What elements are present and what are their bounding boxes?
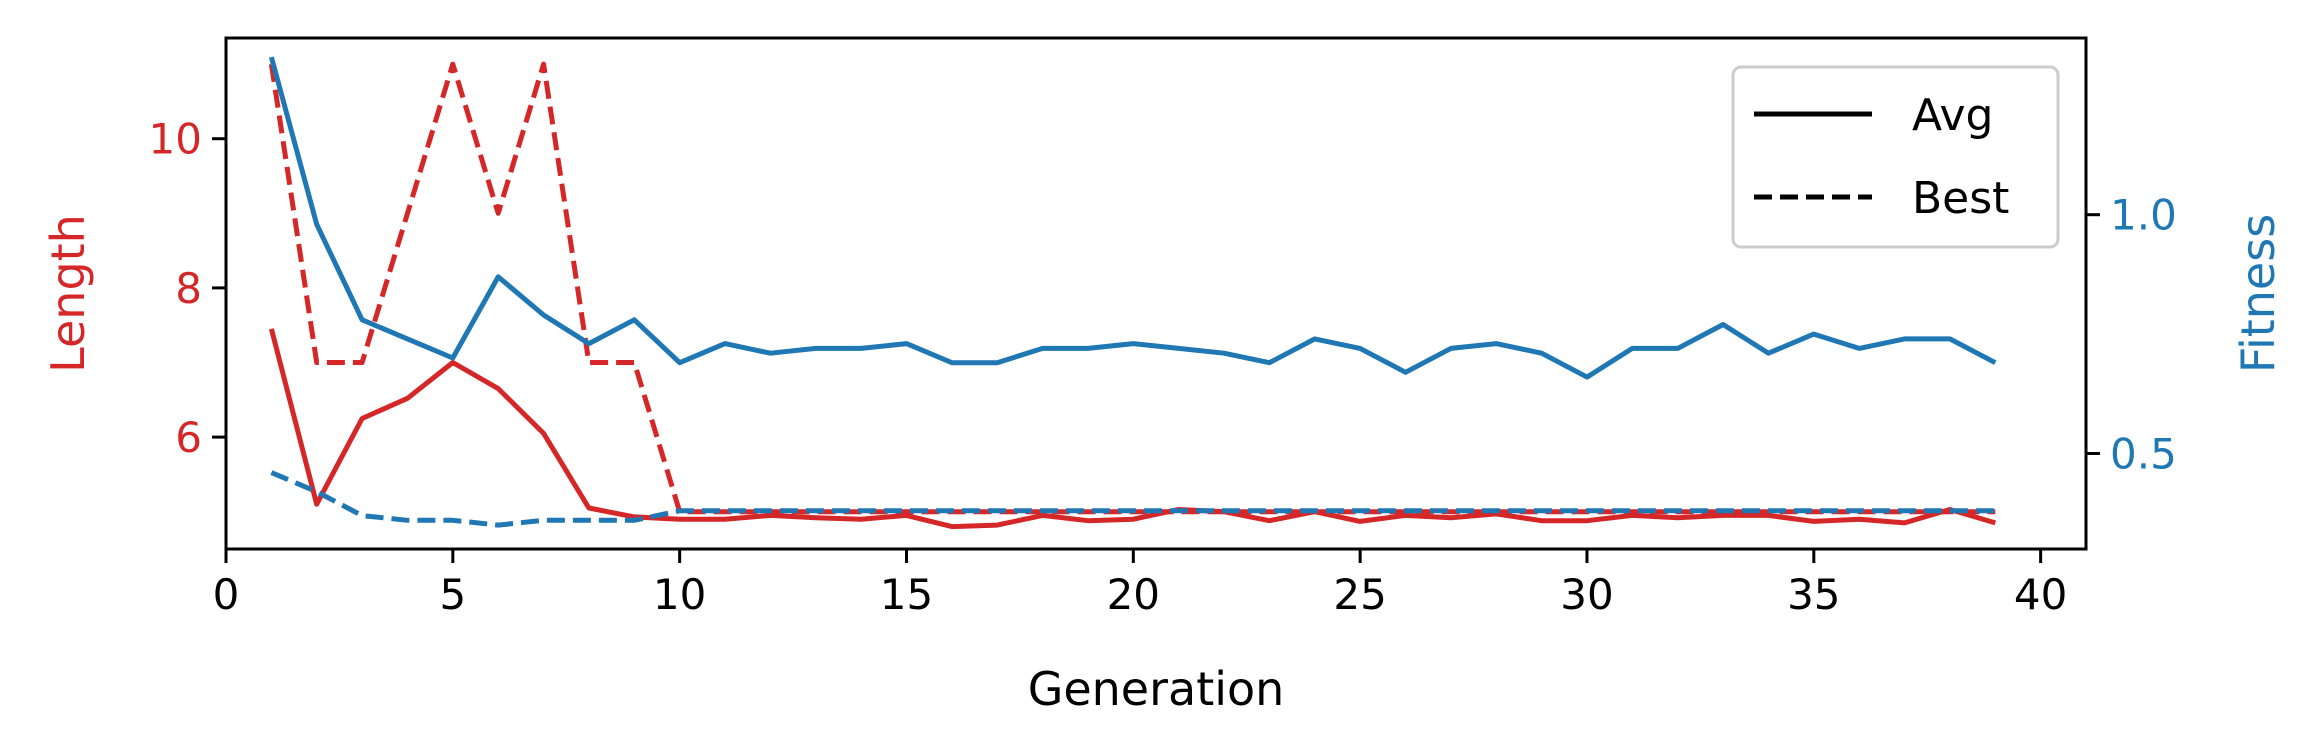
- x-tick-label: 15: [880, 570, 933, 619]
- legend-label-best: Best: [1912, 173, 2009, 224]
- y-tick-label-left: 6: [175, 413, 202, 462]
- y-tick-label-left: 8: [175, 264, 202, 313]
- x-tick-label: 10: [653, 570, 706, 619]
- series-line-length-avg: [268, 328, 1997, 530]
- x-tick-label: 0: [213, 570, 240, 619]
- y-tick-label-left: 10: [149, 115, 202, 164]
- plot-frame: [224, 36, 2088, 551]
- x-tick-label: 30: [1560, 570, 1613, 619]
- y-tick-label-right: 1.0: [2110, 191, 2177, 240]
- x-tick-label: 35: [1787, 570, 1840, 619]
- x-axis-label: Generation: [1028, 662, 1285, 716]
- y-tick-label-right: 0.5: [2110, 429, 2177, 478]
- y-axis-label-right: Fitness: [2231, 214, 2285, 373]
- x-tick-label: 40: [2014, 570, 2067, 619]
- x-tick-label: 20: [1107, 570, 1160, 619]
- ticks-layer: 0 5 10 15 20 25 30 35 40 6 8 10 0.5 1.0: [149, 115, 2177, 619]
- legend: Avg Best: [1731, 65, 2060, 249]
- legend-label-avg: Avg: [1912, 90, 1994, 141]
- series-line-fitness-avg: [268, 56, 1997, 380]
- y-axis-label-left: Length: [41, 214, 95, 373]
- series-layer: [268, 56, 1997, 530]
- series-line-fitness-best: [270, 470, 1996, 528]
- x-tick-label: 5: [439, 570, 466, 619]
- x-tick-label: 25: [1333, 570, 1386, 619]
